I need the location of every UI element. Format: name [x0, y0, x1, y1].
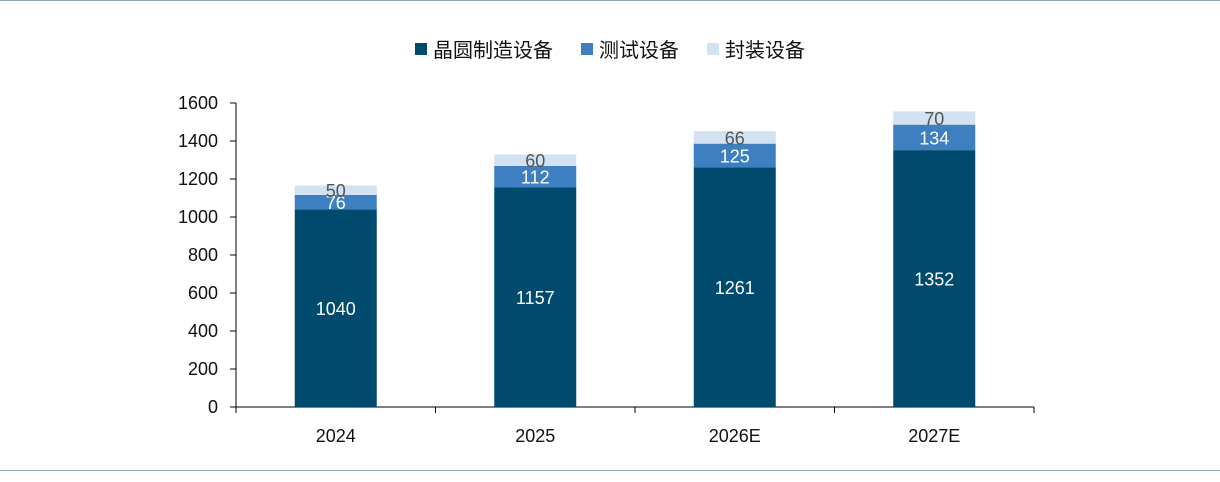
bottom-rule	[0, 470, 1220, 471]
bar-segment	[893, 150, 976, 407]
legend-item-wafer: 晶圆制造设备	[415, 34, 553, 63]
y-tick-label: 1400	[178, 131, 218, 151]
bar-segment	[294, 194, 377, 210]
legend-item-test: 测试设备	[581, 34, 679, 63]
legend-label-packaging: 封装设备	[725, 38, 805, 62]
bar-segment	[893, 124, 976, 151]
bar-segment	[294, 209, 377, 407]
data-label: 134	[919, 128, 949, 148]
y-tick-label: 400	[188, 321, 218, 341]
y-tick-label: 800	[188, 245, 218, 265]
bar-segment	[294, 185, 377, 195]
data-label: 1261	[715, 278, 755, 298]
legend-swatch-packaging	[707, 42, 719, 55]
y-tick-label: 1000	[178, 207, 218, 227]
bar-segment	[693, 167, 776, 407]
legend-label-test: 测试设备	[599, 38, 679, 62]
y-tick-label: 0	[208, 397, 218, 417]
y-tick-label: 600	[188, 283, 218, 303]
x-tick-label: 2024	[316, 426, 356, 446]
data-label: 60	[525, 151, 545, 171]
x-tick-label: 2026E	[709, 426, 761, 446]
bar-segment	[494, 165, 577, 188]
legend-item-packaging: 封装设备	[707, 34, 805, 63]
data-label: 50	[326, 181, 346, 201]
legend: 晶圆制造设备 测试设备 封装设备	[0, 34, 1220, 63]
data-label: 66	[725, 128, 745, 148]
legend-label-wafer: 晶圆制造设备	[433, 38, 553, 62]
legend-swatch-test	[581, 42, 593, 55]
data-label: 76	[326, 193, 346, 213]
bar-segment	[893, 111, 976, 125]
bar-segment	[693, 143, 776, 168]
data-label: 1352	[914, 270, 954, 290]
bar-segment	[494, 187, 577, 407]
legend-swatch-wafer	[415, 42, 427, 55]
y-tick-label: 1200	[178, 169, 218, 189]
top-rule	[0, 0, 1220, 1]
data-label: 125	[720, 147, 750, 167]
bar-segment	[693, 131, 776, 144]
data-label: 70	[924, 109, 944, 129]
data-label: 1040	[316, 299, 356, 319]
x-tick-label: 2025	[515, 426, 555, 446]
bar-segment	[494, 154, 577, 166]
data-label: 112	[521, 168, 550, 188]
y-tick-label: 1600	[178, 93, 218, 113]
y-tick-label: 200	[188, 359, 218, 379]
data-label: 1157	[516, 288, 555, 308]
x-tick-label: 2027E	[908, 426, 960, 446]
